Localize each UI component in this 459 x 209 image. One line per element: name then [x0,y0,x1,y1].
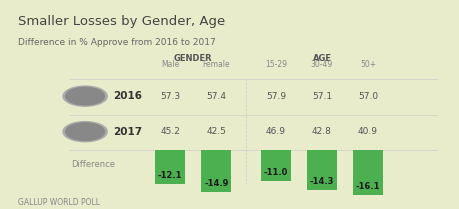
Text: 30-49: 30-49 [310,60,332,69]
Text: -12.1: -12.1 [157,171,182,180]
FancyBboxPatch shape [307,150,336,190]
FancyBboxPatch shape [201,150,230,192]
Text: 57.0: 57.0 [357,92,377,101]
Text: 57.1: 57.1 [311,92,331,101]
Text: 57.9: 57.9 [265,92,285,101]
Text: Difference: Difference [71,159,115,169]
Text: 57.3: 57.3 [160,92,180,101]
Text: 46.9: 46.9 [265,127,285,136]
Text: 15-29: 15-29 [264,60,286,69]
Text: 45.2: 45.2 [160,127,180,136]
Text: -16.1: -16.1 [355,182,380,191]
Circle shape [63,86,107,106]
Text: 40.9: 40.9 [357,127,377,136]
Text: 2017: 2017 [112,127,141,137]
Text: Female: Female [202,60,230,69]
Text: Smaller Losses by Gender, Age: Smaller Losses by Gender, Age [18,15,225,28]
Text: -11.0: -11.0 [263,168,287,177]
Text: Male: Male [161,60,179,69]
FancyBboxPatch shape [155,150,185,184]
Circle shape [63,122,107,142]
FancyBboxPatch shape [353,150,382,195]
Text: AGE: AGE [312,54,331,63]
Text: Difference in % Approve from 2016 to 2017: Difference in % Approve from 2016 to 201… [18,38,216,47]
Text: 57.4: 57.4 [206,92,226,101]
Circle shape [66,87,104,105]
Text: -14.3: -14.3 [309,177,333,186]
Text: 50+: 50+ [359,60,375,69]
Text: GALLUP WORLD POLL: GALLUP WORLD POLL [18,198,100,207]
Circle shape [66,123,104,140]
FancyBboxPatch shape [261,150,291,181]
Text: 2016: 2016 [112,91,141,101]
Text: 42.5: 42.5 [206,127,226,136]
Text: GENDER: GENDER [174,54,212,63]
Text: -14.9: -14.9 [204,179,228,188]
Text: 42.8: 42.8 [311,127,331,136]
